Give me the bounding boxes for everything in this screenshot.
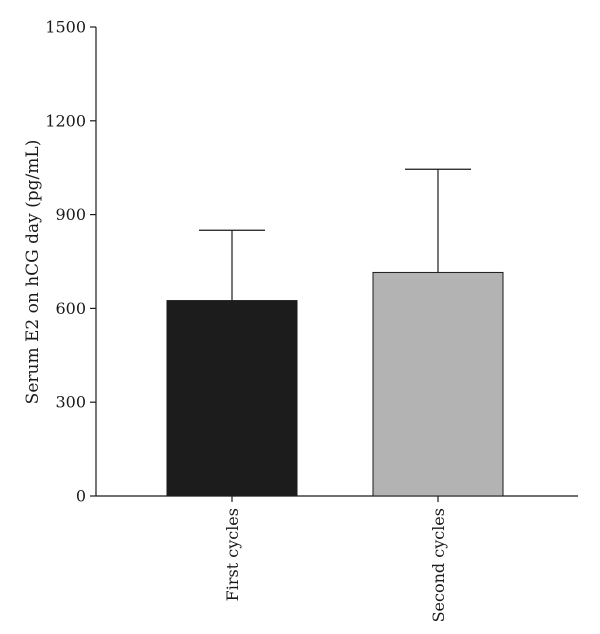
- x-tick-label: Second cycles: [429, 508, 448, 622]
- y-tick-label: 600: [55, 299, 86, 318]
- x-axis: [96, 495, 578, 502]
- y-axis: 0 300 600 900 1200 1500: [45, 18, 97, 506]
- category-labels: First cycles Second cycles: [223, 508, 448, 622]
- error-bars: [199, 168, 471, 301]
- bars: [166, 271, 504, 497]
- y-tick-label: 300: [55, 393, 86, 412]
- y-tick-label: 0: [76, 487, 86, 506]
- y-tick-label: 1500: [45, 18, 86, 37]
- bar-second-cycles: [372, 271, 504, 497]
- y-tick-label: 1200: [45, 111, 86, 130]
- x-tick-label: First cycles: [223, 508, 242, 601]
- y-axis-label: Serum E2 on hCG day (pg/mL): [23, 140, 43, 405]
- y-tick-label: 900: [55, 205, 86, 224]
- bar-first-cycles: [166, 300, 298, 497]
